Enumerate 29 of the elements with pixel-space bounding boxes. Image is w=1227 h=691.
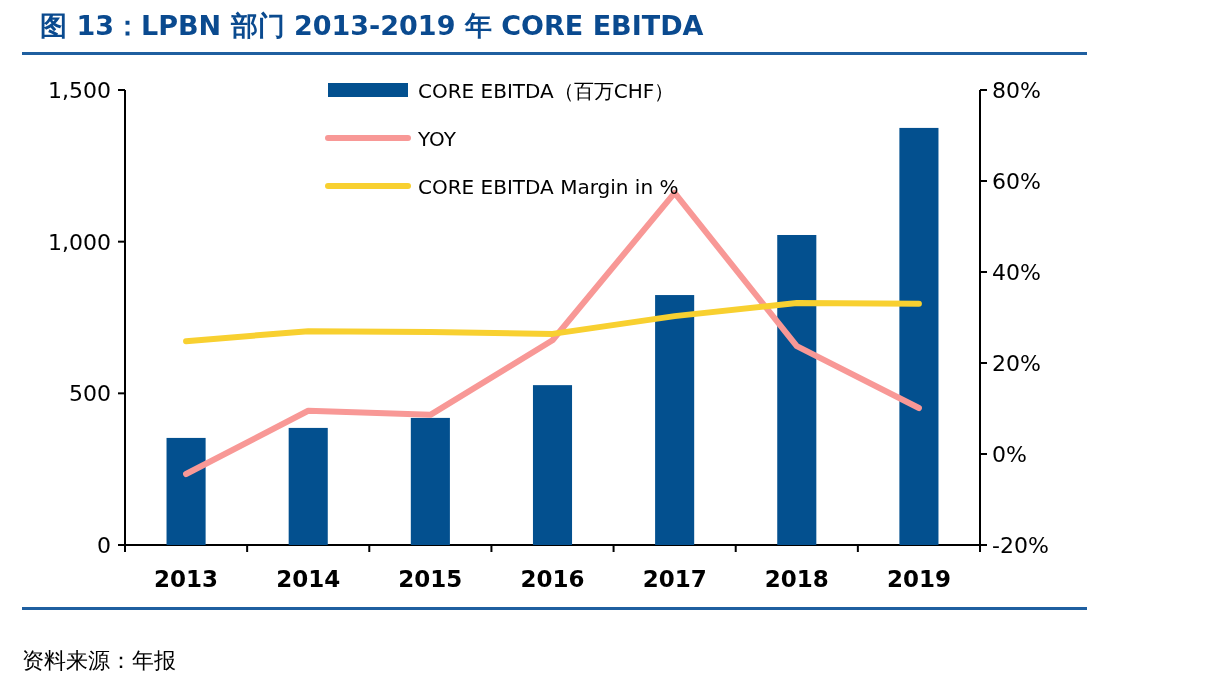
x-tick-label: 2014 <box>276 566 341 592</box>
legend-label: CORE EBITDA Margin in % <box>418 175 679 199</box>
chart-title: 图 13：LPBN 部门 2013-2019 年 CORE EBITDA <box>40 10 704 41</box>
x-tick-label: 2013 <box>154 566 219 592</box>
bar <box>288 427 328 545</box>
y2-tick-label: 80% <box>992 78 1041 103</box>
y2-tick-label: 40% <box>992 260 1041 285</box>
y2-tick-label: 0% <box>992 442 1027 467</box>
bar <box>166 437 206 545</box>
y-tick-label: 0 <box>97 533 111 558</box>
legend-label: CORE EBITDA（百万CHF） <box>418 79 675 103</box>
x-tick-label: 2018 <box>764 566 829 592</box>
x-tick-label: 2016 <box>520 566 585 592</box>
bar <box>532 385 573 545</box>
y-tick-label: 1,000 <box>48 229 111 255</box>
text: 资料来源：年报 <box>22 648 176 673</box>
legend-label: YOY <box>417 127 457 151</box>
x-tick-label: 2019 <box>886 566 951 592</box>
bar <box>655 295 695 545</box>
y2-tick-label: 60% <box>992 169 1041 194</box>
bar <box>777 234 817 545</box>
bar <box>410 417 450 545</box>
y2-tick-label: -20% <box>992 533 1049 558</box>
y2-tick-label: 20% <box>992 351 1041 376</box>
x-tick-label: 2015 <box>398 566 463 592</box>
bar <box>899 127 939 545</box>
y-tick-label: 1,500 <box>48 78 111 103</box>
y-tick-label: 500 <box>69 381 111 407</box>
x-tick-label: 2017 <box>642 566 707 592</box>
